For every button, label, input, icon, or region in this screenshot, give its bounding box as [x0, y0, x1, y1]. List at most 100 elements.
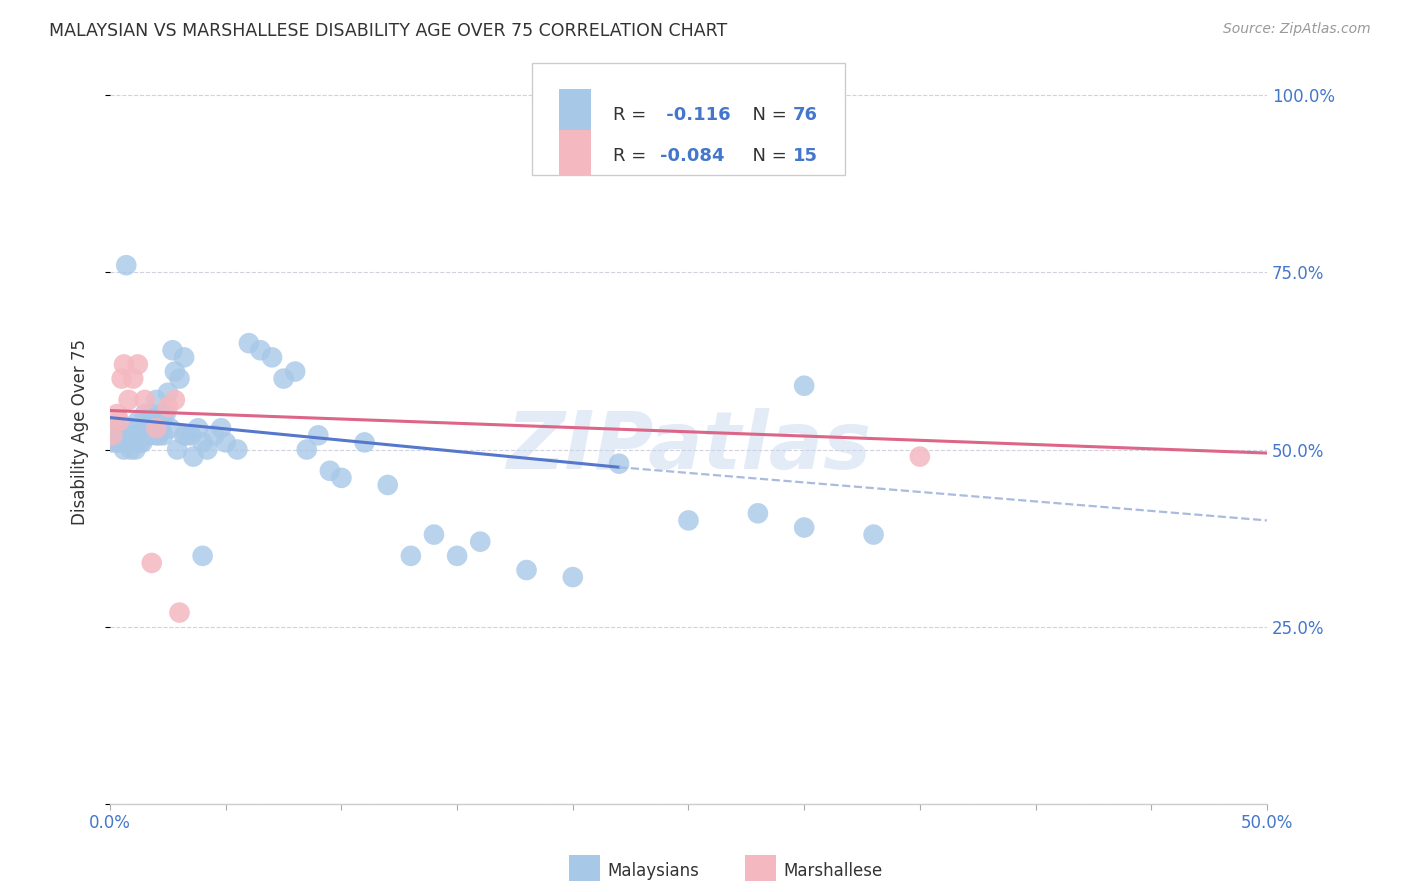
Point — [284, 365, 307, 379]
Point — [169, 606, 191, 620]
Point — [111, 428, 134, 442]
Point — [152, 428, 174, 442]
Point — [307, 428, 329, 442]
Point — [117, 392, 139, 407]
Point — [446, 549, 468, 563]
Point — [561, 570, 583, 584]
Point — [136, 421, 159, 435]
Point — [319, 464, 342, 478]
Point — [108, 414, 131, 428]
Point — [156, 400, 179, 414]
Point — [180, 428, 202, 442]
Point — [793, 520, 815, 534]
Text: -0.084: -0.084 — [659, 147, 724, 165]
Point — [399, 549, 422, 563]
Point — [166, 442, 188, 457]
Point — [209, 421, 232, 435]
Point — [120, 442, 142, 457]
Point — [163, 365, 186, 379]
FancyBboxPatch shape — [533, 63, 845, 175]
Point — [117, 435, 139, 450]
Point — [862, 527, 884, 541]
Point — [124, 428, 146, 442]
Point — [141, 556, 163, 570]
Point — [129, 428, 152, 442]
Point — [120, 421, 142, 435]
Point — [155, 407, 177, 421]
Text: ZIPatlas: ZIPatlas — [506, 408, 870, 485]
Point — [143, 414, 166, 428]
Point — [104, 428, 127, 442]
Point — [115, 258, 138, 272]
Point — [148, 428, 170, 442]
Point — [141, 414, 163, 428]
Point — [215, 435, 238, 450]
Point — [131, 435, 153, 450]
Point — [187, 421, 209, 435]
Point — [105, 407, 128, 421]
Point — [173, 351, 195, 365]
Point — [141, 407, 163, 421]
Point — [124, 442, 146, 457]
Text: Marshallese: Marshallese — [783, 863, 883, 880]
Text: N =: N = — [741, 147, 792, 165]
Point — [145, 392, 167, 407]
Point — [260, 351, 283, 365]
Point — [678, 513, 700, 527]
Point — [423, 527, 446, 541]
Point — [127, 414, 149, 428]
Point — [101, 435, 124, 450]
Point — [202, 428, 225, 442]
Point — [747, 506, 769, 520]
Text: 76: 76 — [793, 106, 818, 124]
Point — [295, 442, 318, 457]
Text: Malaysians: Malaysians — [607, 863, 699, 880]
Point — [108, 435, 131, 450]
Point — [162, 343, 184, 358]
Point — [134, 407, 156, 421]
Text: N =: N = — [741, 106, 792, 124]
Point — [156, 385, 179, 400]
Bar — [560, 130, 592, 175]
Point — [122, 428, 145, 442]
Point — [138, 428, 160, 442]
Point — [105, 421, 128, 435]
Point — [273, 371, 295, 385]
Point — [112, 358, 135, 372]
Point — [127, 358, 149, 372]
Point — [173, 428, 195, 442]
Point — [191, 435, 214, 450]
Point — [249, 343, 271, 358]
Point — [152, 407, 174, 421]
Point — [226, 442, 249, 457]
Point — [101, 428, 124, 442]
Point — [149, 421, 172, 435]
Point — [191, 549, 214, 563]
Point — [793, 378, 815, 392]
Point — [112, 442, 135, 457]
Point — [145, 421, 167, 435]
Text: MALAYSIAN VS MARSHALLESE DISABILITY AGE OVER 75 CORRELATION CHART: MALAYSIAN VS MARSHALLESE DISABILITY AGE … — [49, 22, 727, 40]
Text: 15: 15 — [793, 147, 818, 165]
Point — [169, 371, 191, 385]
Point — [163, 392, 186, 407]
Point — [176, 428, 198, 442]
Y-axis label: Disability Age Over 75: Disability Age Over 75 — [72, 339, 89, 524]
Point — [195, 442, 218, 457]
Point — [183, 450, 205, 464]
Point — [134, 421, 156, 435]
Point — [238, 336, 260, 351]
Point — [134, 392, 156, 407]
Point — [145, 428, 167, 442]
Point — [330, 471, 353, 485]
Point — [159, 421, 181, 435]
Point — [111, 371, 134, 385]
Point — [908, 450, 931, 464]
Point — [111, 428, 134, 442]
Text: R =: R = — [613, 147, 652, 165]
Bar — [560, 89, 592, 134]
Point — [122, 371, 145, 385]
Point — [470, 534, 492, 549]
Point — [607, 457, 630, 471]
Point — [353, 435, 375, 450]
